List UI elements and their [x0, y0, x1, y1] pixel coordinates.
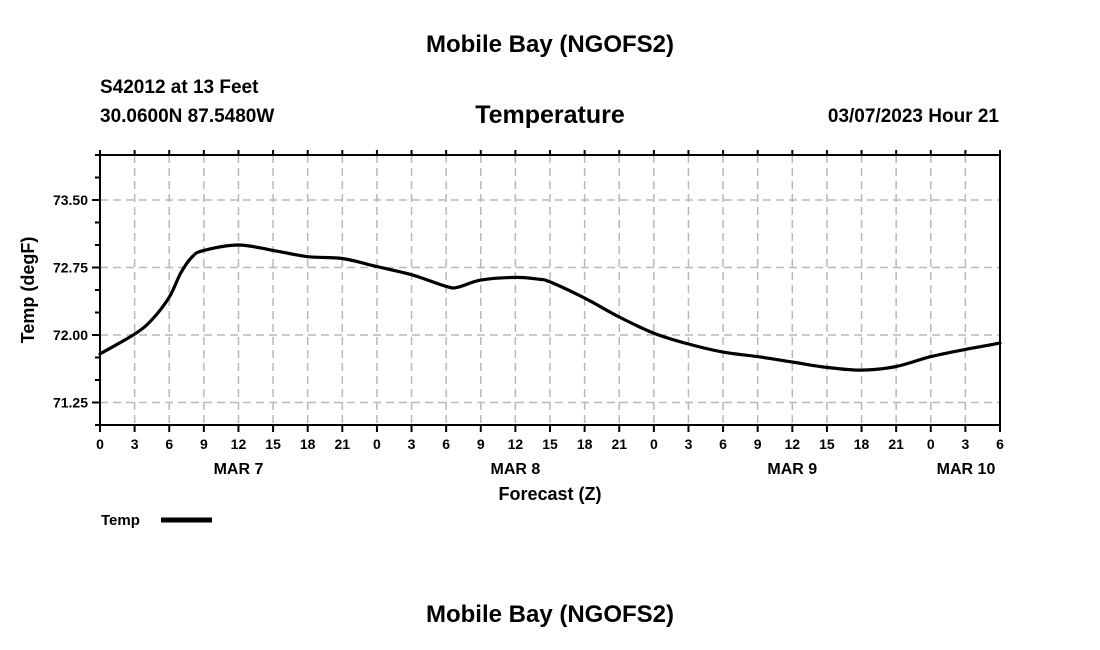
x-tick-label: 3 — [131, 436, 139, 452]
x-tick-label: 12 — [231, 436, 247, 452]
x-date-label: MAR 8 — [490, 461, 540, 478]
station-label: S42012 at 13 Feet — [100, 77, 259, 98]
tick-labels: 0 3 6 9 12 15 18 21 0 3 6 9 12 15 18 21 0 3 6 9 12 15 18 21 0 3 6M… — [53, 192, 1004, 478]
x-tick-label: 15 — [265, 436, 281, 452]
y-tick-label: 71.25 — [53, 395, 88, 411]
grid — [100, 155, 1000, 425]
x-tick-label: 3 — [408, 436, 416, 452]
x-tick-label: 6 — [719, 436, 727, 452]
x-tick-label: 18 — [300, 436, 316, 452]
x-tick-label: 21 — [611, 436, 627, 452]
x-tick-label: 12 — [785, 436, 801, 452]
x-tick-label: 9 — [200, 436, 208, 452]
x-tick-label: 0 — [927, 436, 935, 452]
x-tick-label: 6 — [996, 436, 1004, 452]
x-tick-label: 3 — [961, 436, 969, 452]
x-tick-label: 9 — [754, 436, 762, 452]
x-tick-label: 6 — [165, 436, 173, 452]
forecast-datetime: 03/07/2023 Hour 21 — [827, 106, 999, 127]
x-axis-title: Forecast (Z) — [498, 484, 601, 504]
x-tick-label: 3 — [685, 436, 693, 452]
legend-label: Temp — [101, 512, 140, 529]
x-tick-label: 21 — [335, 436, 351, 452]
x-tick-label: 0 — [650, 436, 658, 452]
x-tick-label: 21 — [888, 436, 904, 452]
x-tick-label: 12 — [508, 436, 524, 452]
series-line-temp — [98, 243, 1002, 372]
x-tick-label: 0 — [373, 436, 381, 452]
x-tick-label: 15 — [542, 436, 558, 452]
x-tick-label: 0 — [96, 436, 104, 452]
chart-subtitle: Temperature — [475, 101, 625, 129]
x-tick-label: 15 — [819, 436, 835, 452]
y-tick-label: 72.75 — [53, 260, 88, 276]
x-tick-label: 18 — [577, 436, 593, 452]
x-tick-label: 6 — [442, 436, 450, 452]
y-tick-label: 72.00 — [53, 327, 88, 343]
y-tick-label: 73.50 — [53, 192, 88, 208]
x-date-label: MAR 9 — [767, 461, 817, 478]
x-date-label: MAR 7 — [214, 461, 264, 478]
plot-frame — [99, 154, 1001, 426]
y-axis-title: Temp (degF) — [18, 237, 38, 344]
footer-title: Mobile Bay (NGOFS2) — [425, 601, 675, 628]
x-tick-label: 9 — [477, 436, 485, 452]
axis-ticks — [92, 150, 1001, 432]
chart-main-title: Mobile Bay (NGOFS2) — [425, 31, 675, 58]
x-tick-label: 18 — [854, 436, 870, 452]
station-coordinates: 30.0600N 87.5480W — [100, 106, 275, 127]
x-date-label: MAR 10 — [937, 461, 996, 478]
